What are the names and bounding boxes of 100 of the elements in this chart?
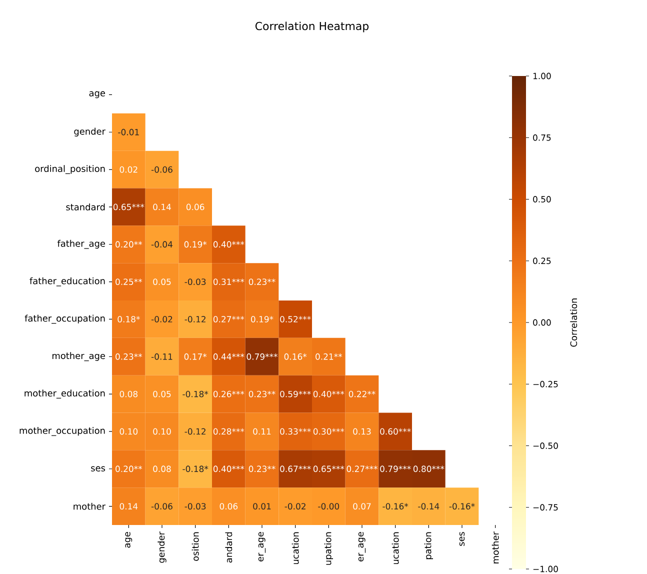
y-tick-label: age: [89, 91, 106, 98]
data-label: 0.20**: [116, 466, 142, 472]
y-tick-label: gender: [74, 128, 106, 136]
data-label: 0.17*: [184, 353, 207, 360]
data-label: 0.23**: [248, 466, 276, 472]
data-label: 0.16*: [284, 353, 307, 360]
color-bar-label: 0.25: [533, 258, 551, 264]
data-label: 0.19*: [184, 241, 207, 248]
data-label: 0.14: [153, 204, 171, 210]
data-label: 0.10: [153, 428, 171, 435]
data-label: -0.18*: [182, 466, 208, 472]
data-label: 0.27***: [346, 466, 378, 472]
data-label: 0.27***: [213, 316, 244, 322]
data-label: 0.06: [186, 204, 204, 210]
color-bar-label: −1.00: [533, 566, 558, 572]
data-label: 0.21**: [316, 353, 342, 360]
color-bar-label: 0.00: [533, 319, 551, 326]
y-tick-label: father_age: [57, 240, 106, 249]
data-label: -0.04: [151, 241, 172, 248]
data-label: 0.67***: [280, 466, 311, 472]
data-label: 0.44***: [213, 353, 244, 360]
y-tick-label: standard: [66, 203, 105, 210]
color-bar-label: −0.75: [533, 504, 558, 511]
x-tick-label: ucation: [292, 532, 299, 564]
data-label: 0.33***: [280, 428, 311, 435]
data-label: -0.16*: [449, 503, 475, 510]
y-tick-label: mother_education: [24, 390, 105, 399]
x-tick-label: upation: [324, 532, 333, 565]
data-label: -0.00: [318, 503, 340, 510]
y-tick-label: ses: [91, 466, 106, 472]
x-tick-label: er_age: [358, 532, 366, 562]
data-label: 0.79***: [246, 353, 278, 360]
data-label: 0.40***: [313, 390, 344, 398]
data-label: 0.25**: [116, 278, 142, 285]
data-label: 0.26***: [213, 390, 244, 398]
x-tick-label: ses: [459, 532, 465, 546]
color-bar-label: −0.25: [533, 380, 558, 388]
data-label: 0.65***: [113, 204, 144, 210]
x-tick-label: ucation: [392, 532, 399, 564]
y-tick-label: mother_age: [52, 352, 106, 362]
data-label: -0.01: [118, 128, 139, 136]
x-tick-label: gender: [158, 532, 166, 563]
color-bar-label: 0.75: [533, 134, 551, 141]
x-tick-label: mother: [492, 532, 499, 564]
data-label: 0.08: [153, 466, 171, 472]
data-label: -0.12: [184, 316, 206, 322]
x-tick-label: andard: [225, 532, 232, 563]
x-tick-label: er_age: [258, 532, 266, 562]
data-label: -0.12: [184, 428, 206, 435]
data-label: 0.20**: [116, 241, 142, 248]
data-label: -0.18*: [182, 390, 208, 398]
data-label: 0.05: [153, 278, 171, 285]
data-label: 0.05: [153, 390, 171, 398]
data-label: 0.23**: [116, 353, 142, 360]
data-label: 0.28***: [213, 428, 244, 435]
data-label: -0.03: [184, 278, 206, 285]
data-label: -0.06: [151, 503, 172, 510]
data-label: 0.08: [120, 390, 138, 398]
data-label: 0.01: [253, 503, 271, 510]
color-bar-title: Correlation: [570, 298, 578, 347]
data-label: 0.10: [120, 428, 138, 435]
data-label: 0.02: [120, 166, 138, 173]
color-bar-label: 1.00: [533, 72, 551, 80]
data-label: -0.06: [151, 166, 172, 173]
data-label: 0.40***: [213, 241, 244, 248]
x-tick-label: pation: [424, 532, 433, 560]
data-label: 0.40***: [213, 466, 244, 472]
data-label: 0.11: [253, 428, 271, 435]
x-tick-label: osition: [192, 532, 199, 561]
color-bar-label: −0.50: [533, 442, 558, 449]
data-label: 0.22**: [348, 390, 376, 398]
data-label: 0.19*: [251, 316, 274, 322]
data-label: 0.80***: [413, 466, 444, 472]
data-label: -0.02: [151, 316, 172, 322]
y-tick-label: ordinal_position: [35, 165, 105, 174]
data-label: -0.11: [151, 353, 172, 360]
data-label: 0.18*: [118, 316, 140, 322]
data-label: 0.07: [353, 503, 371, 510]
data-label: 0.13: [353, 428, 371, 435]
data-label: 0.52***: [280, 316, 311, 322]
data-label: 0.79***: [380, 466, 411, 472]
data-label: 0.23**: [248, 390, 276, 398]
data-label: 0.23**: [248, 278, 276, 285]
data-label: 0.30***: [313, 428, 344, 435]
data-label: 0.59***: [280, 390, 311, 398]
data-label: 0.06: [220, 503, 238, 510]
data-label: -0.16*: [382, 503, 408, 510]
y-tick-label: father_occupation: [24, 314, 105, 324]
data-label: -0.14: [418, 503, 440, 510]
data-label: 0.31***: [213, 278, 244, 285]
color-bar-label: 0.50: [533, 196, 551, 202]
y-tick-label: father_education: [30, 277, 105, 286]
data-label: 0.65***: [313, 466, 344, 472]
data-label: 0.60***: [380, 428, 411, 435]
data-label: -0.02: [284, 503, 306, 510]
data-label: 0.14: [120, 503, 138, 510]
chart-title: Correlation Heatmap: [255, 22, 369, 32]
y-tick-label: mother: [74, 502, 106, 510]
x-tick-label: age: [125, 532, 132, 548]
data-label: -0.03: [184, 503, 206, 510]
